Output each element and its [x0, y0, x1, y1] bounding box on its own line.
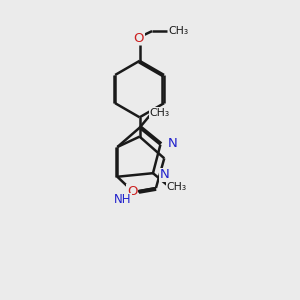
Text: CH₃: CH₃	[167, 182, 187, 193]
Text: NH: NH	[114, 193, 131, 206]
Text: CH₃: CH₃	[168, 26, 188, 35]
Text: O: O	[134, 32, 144, 45]
Text: CH₃: CH₃	[149, 108, 170, 118]
Text: N: N	[167, 137, 177, 150]
Text: O: O	[127, 184, 137, 197]
Text: N: N	[160, 168, 170, 181]
